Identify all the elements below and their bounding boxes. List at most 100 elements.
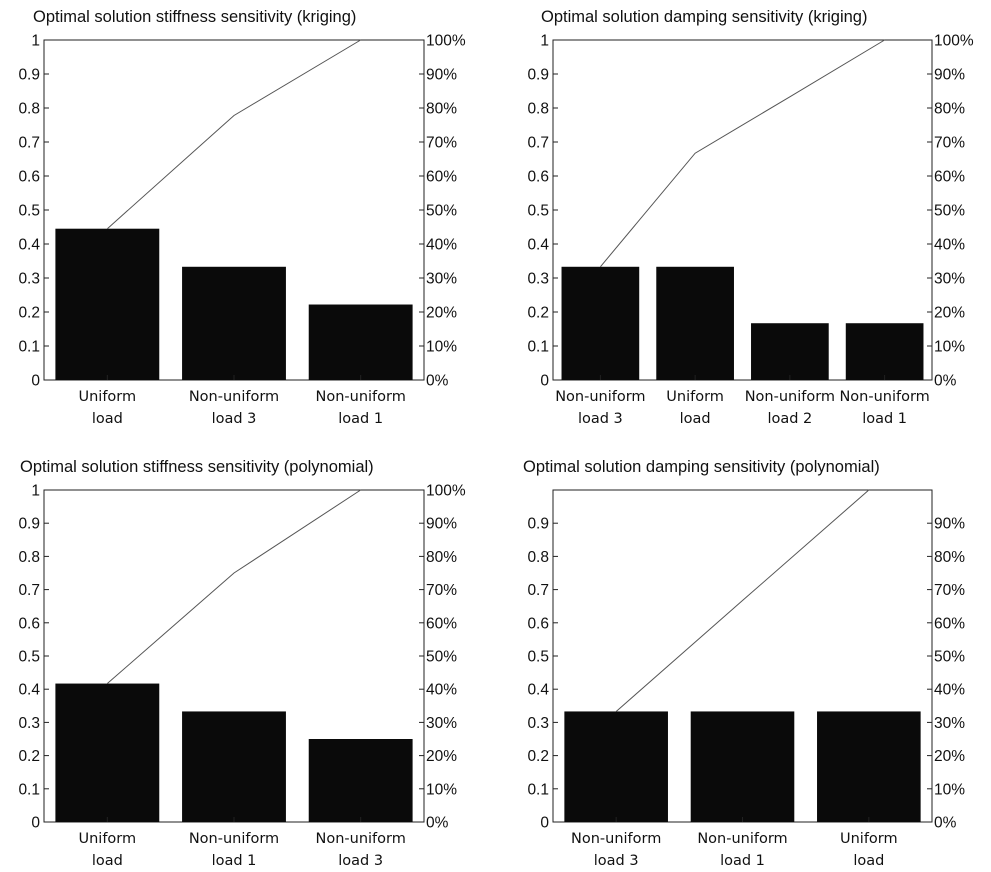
y-tick-label: 0.4 — [527, 682, 549, 699]
y-tick-label: 0.6 — [527, 615, 549, 632]
chart-title: Optimal solution stiffness sensitivity (… — [20, 458, 374, 476]
x-category-label: Non-uniform — [189, 389, 279, 405]
x-category-label: load 3 — [578, 411, 623, 427]
y-tick-label: 1 — [31, 483, 40, 500]
bar — [182, 266, 286, 380]
cumulative-line — [599, 39, 885, 268]
y-tick-label: 0.7 — [18, 135, 40, 152]
bar — [55, 683, 160, 822]
y-tick-label: 0 — [31, 815, 40, 832]
x-category-label: load 2 — [767, 411, 812, 427]
y2-tick-label: 50% — [426, 203, 457, 220]
y-tick-label: 0.9 — [18, 516, 40, 533]
y2-tick-label: 20% — [426, 305, 457, 322]
y-tick-label: 0.6 — [18, 615, 40, 632]
y2-tick-label: 10% — [426, 339, 457, 356]
x-category-label: Non-uniform — [571, 831, 661, 847]
y-tick-label: 0.3 — [18, 715, 40, 732]
chart-panel-2: Optimal solution damping sensitivity (kr… — [527, 8, 973, 427]
y-tick-label: 0.5 — [18, 649, 40, 666]
y2-tick-label: 20% — [934, 305, 965, 322]
x-category-label: load 1 — [338, 411, 383, 427]
bar — [690, 711, 795, 822]
bar — [845, 323, 924, 380]
y2-tick-label: 30% — [934, 715, 965, 732]
y-tick-label: 0 — [540, 815, 549, 832]
chart-title: Optimal solution stiffness sensitivity (… — [33, 8, 356, 26]
x-category-label: load — [853, 853, 884, 869]
y2-tick-label: 90% — [426, 516, 457, 533]
y2-tick-label: 80% — [426, 101, 457, 118]
y-tick-label: 0.8 — [527, 101, 549, 118]
y2-tick-label: 40% — [934, 237, 965, 254]
bar — [656, 266, 734, 380]
y2-tick-label: 30% — [426, 271, 457, 288]
chart-panel-3: Optimal solution stiffness sensitivity (… — [18, 458, 465, 869]
y2-tick-label: 0% — [934, 815, 957, 832]
x-category-label: load — [92, 411, 123, 427]
y-tick-label: 0.2 — [527, 305, 549, 322]
y2-tick-label: 10% — [426, 781, 457, 798]
y2-tick-label: 70% — [934, 135, 965, 152]
cumulative-line — [107, 39, 361, 230]
x-category-label: load 3 — [594, 853, 639, 869]
bar — [182, 711, 286, 822]
y2-tick-label: 0% — [426, 815, 449, 832]
y-tick-label: 0.3 — [527, 271, 549, 288]
y2-tick-label: 60% — [934, 615, 965, 632]
cumulative-line — [107, 489, 361, 684]
y2-tick-label: 40% — [934, 682, 965, 699]
y-tick-label: 0.1 — [18, 781, 40, 798]
bar — [751, 323, 829, 380]
y-tick-label: 0.5 — [18, 203, 40, 220]
x-category-label: Non-uniform — [839, 389, 929, 405]
y2-tick-label: 50% — [934, 203, 965, 220]
y-tick-label: 0.4 — [527, 237, 549, 254]
y-tick-label: 0.6 — [18, 169, 40, 186]
y2-tick-label: 50% — [934, 649, 965, 666]
x-category-label: load 3 — [338, 853, 383, 869]
y2-tick-label: 10% — [934, 781, 965, 798]
x-category-label: Non-uniform — [315, 389, 405, 405]
y-tick-label: 0.3 — [527, 715, 549, 732]
chart-panel-1: Optimal solution stiffness sensitivity (… — [18, 8, 465, 427]
x-category-label: Uniform — [79, 389, 137, 405]
y-tick-label: 0.3 — [18, 271, 40, 288]
y-tick-label: 0 — [31, 373, 40, 390]
y-tick-label: 0.8 — [18, 549, 40, 566]
bar — [308, 739, 413, 822]
y-tick-label: 0.1 — [18, 339, 40, 356]
x-category-label: load 1 — [862, 411, 907, 427]
y2-tick-label: 70% — [426, 135, 457, 152]
y2-tick-label: 50% — [426, 649, 457, 666]
y2-tick-label: 20% — [934, 748, 965, 765]
y2-tick-label: 30% — [934, 271, 965, 288]
y-tick-label: 0.2 — [18, 748, 40, 765]
bar — [817, 711, 921, 822]
x-category-label: Uniform — [840, 831, 898, 847]
y2-tick-label: 90% — [934, 67, 965, 84]
y-tick-label: 0.7 — [527, 135, 549, 152]
y2-tick-label: 70% — [934, 582, 965, 599]
y2-tick-label: 0% — [426, 373, 449, 390]
y2-tick-label: 90% — [426, 67, 457, 84]
bar — [55, 228, 160, 380]
y-tick-label: 0.5 — [527, 649, 549, 666]
chart-title: Optimal solution damping sensitivity (po… — [523, 458, 880, 476]
x-category-label: load 1 — [720, 853, 765, 869]
y-tick-label: 0.4 — [18, 237, 40, 254]
x-category-label: load — [92, 853, 123, 869]
y-tick-label: 0.9 — [18, 67, 40, 84]
y2-tick-label: 40% — [426, 682, 457, 699]
y-tick-label: 0.1 — [527, 781, 549, 798]
y2-tick-label: 40% — [426, 237, 457, 254]
y2-tick-label: 80% — [934, 101, 965, 118]
x-category-label: load 3 — [212, 411, 257, 427]
y-tick-label: 1 — [31, 33, 40, 50]
x-category-label: Non-uniform — [189, 831, 279, 847]
x-category-label: Non-uniform — [555, 389, 645, 405]
chart-panel-4: Optimal solution damping sensitivity (po… — [523, 458, 965, 869]
y-tick-label: 1 — [540, 33, 549, 50]
x-category-label: Uniform — [666, 389, 724, 405]
